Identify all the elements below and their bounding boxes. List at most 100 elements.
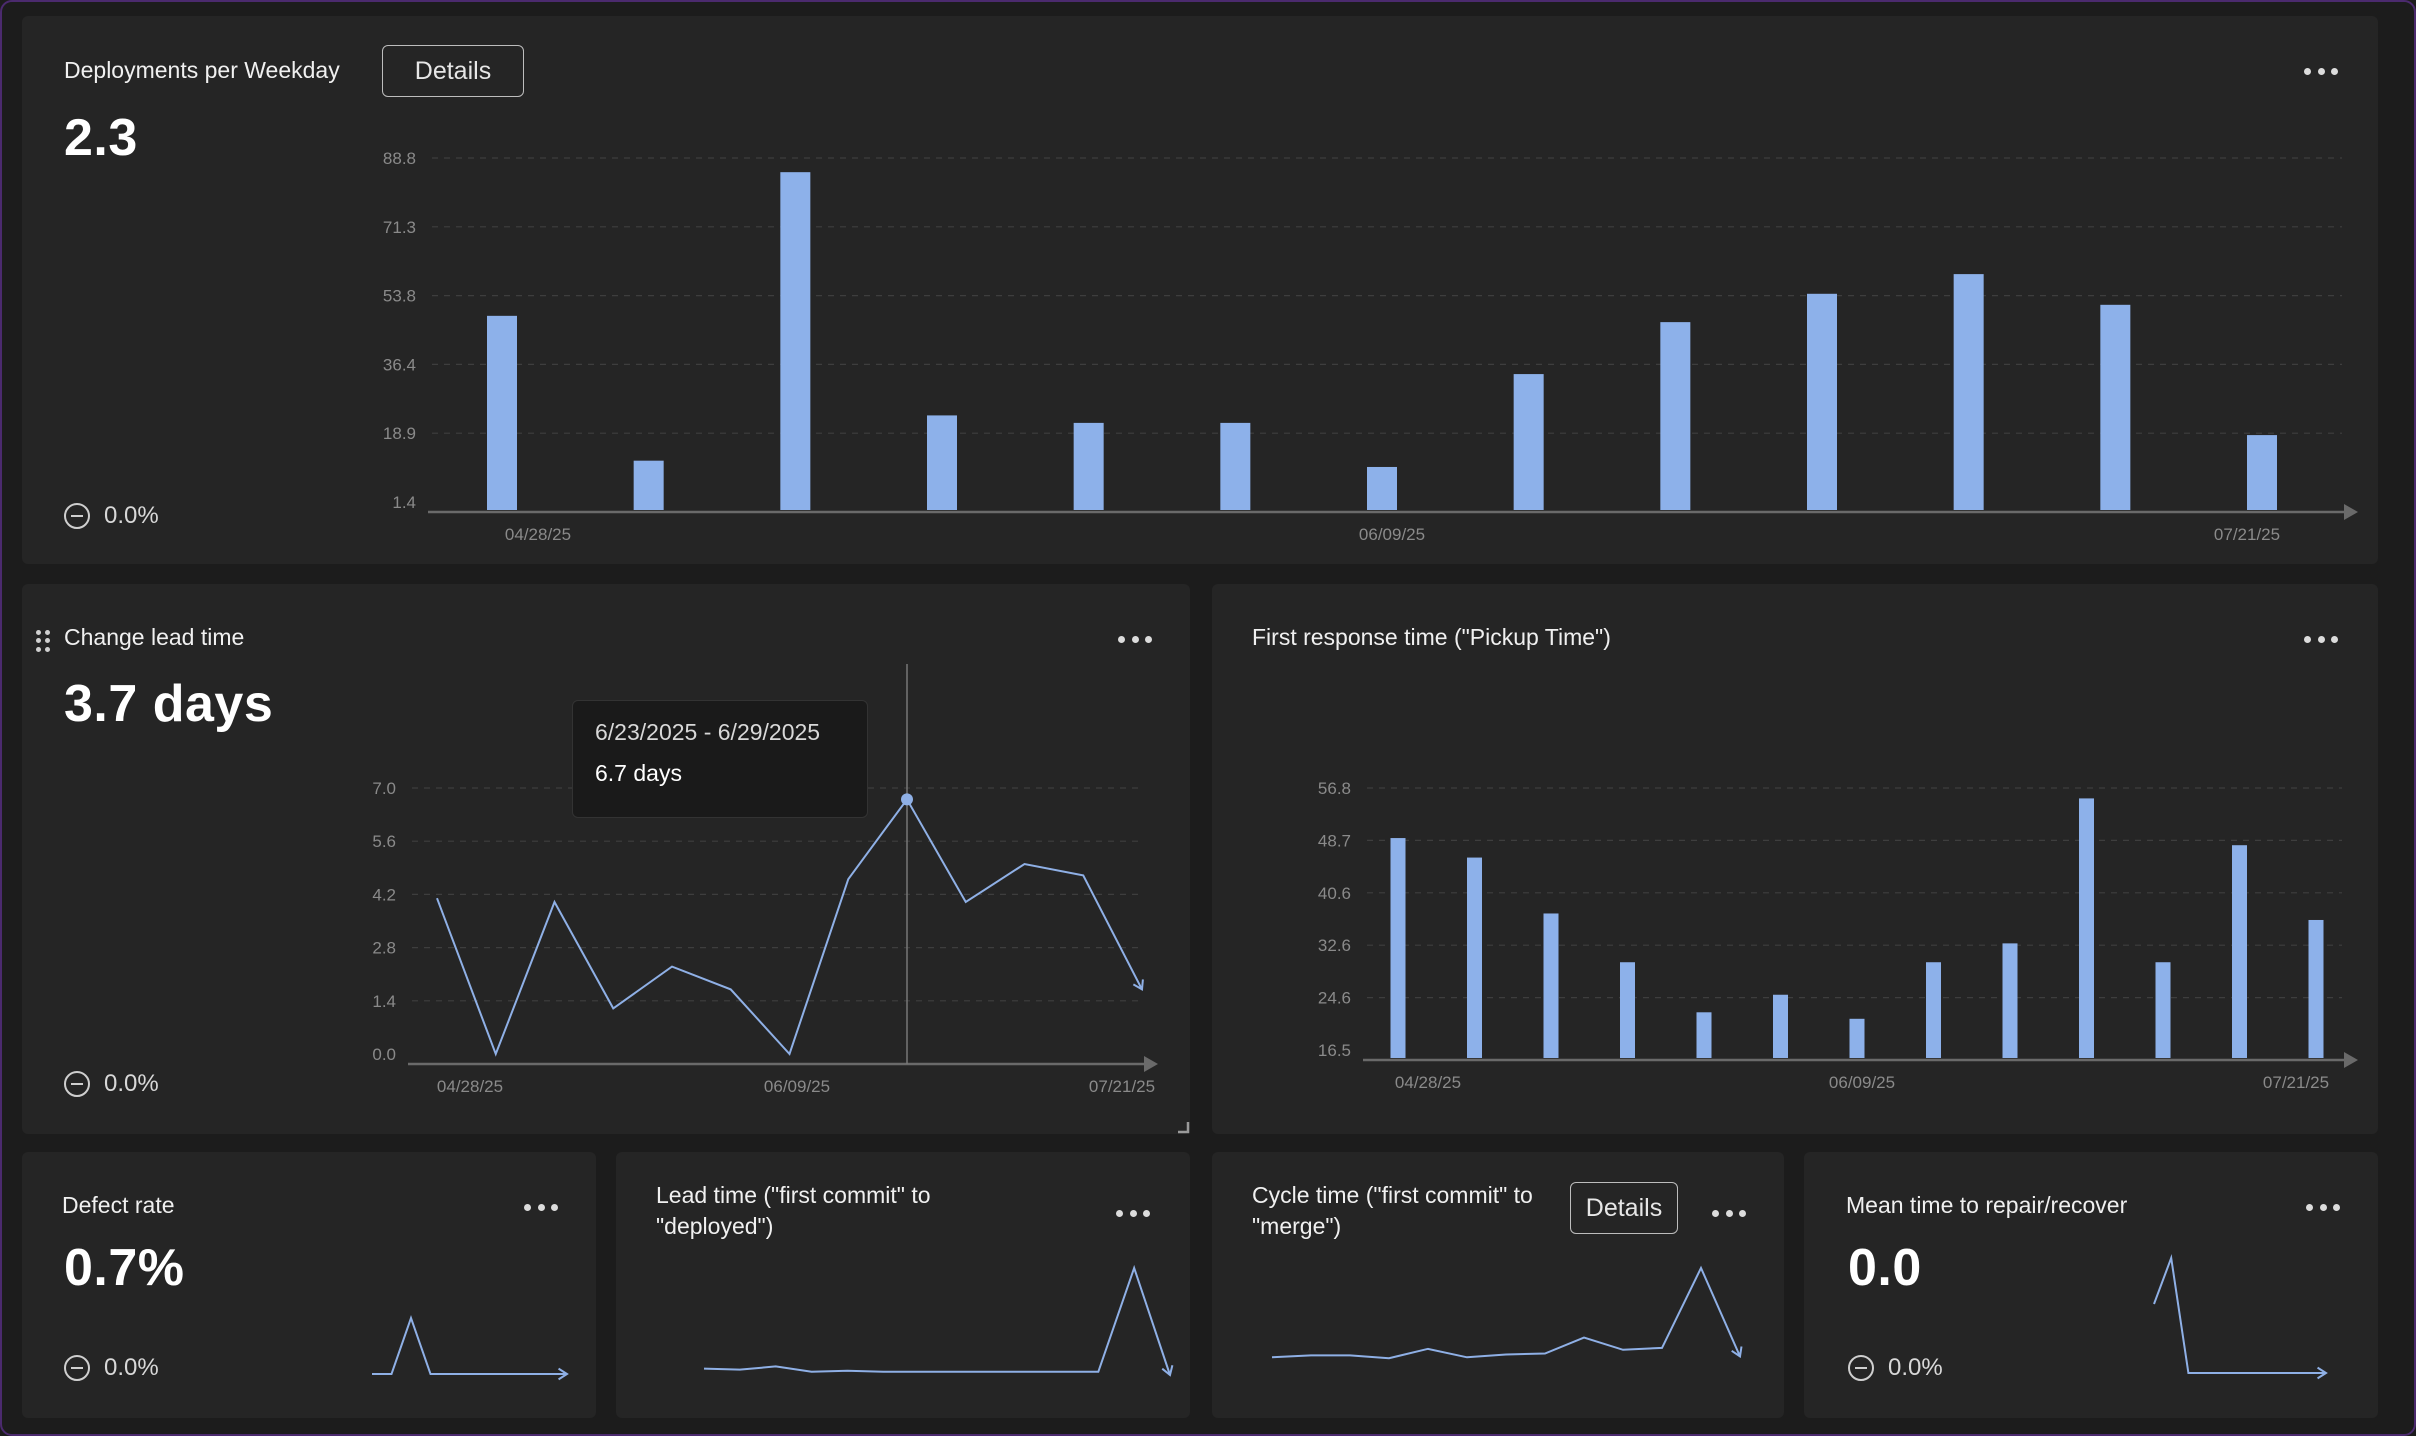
clt-y-tick: 1.4 xyxy=(372,992,396,1011)
frt-y-tick: 16.5 xyxy=(1318,1041,1351,1060)
clt-y-tick: 4.2 xyxy=(372,885,396,904)
cycle-time-more-icon[interactable] xyxy=(1712,1208,1746,1218)
lead-time-sparkline xyxy=(703,1264,1174,1377)
cycle-spark-end-arrow xyxy=(1731,1346,1743,1359)
lead-time-more-icon[interactable] xyxy=(1116,1208,1150,1218)
deployments-bar xyxy=(1807,293,1837,510)
frt-bar xyxy=(2308,919,2324,1058)
mttr-more-icon[interactable] xyxy=(2306,1202,2340,1212)
deployments-x-tick: 04/28/25 xyxy=(505,525,571,544)
lead-spark-line xyxy=(703,1264,1171,1376)
frt-bar xyxy=(1696,1012,1712,1058)
defect-spark-line xyxy=(372,1314,567,1375)
first-response-title: First response time ("Pickup Time") xyxy=(1252,624,1611,650)
deployments-y-tick: 88.8 xyxy=(383,149,416,168)
frt-bar xyxy=(1543,913,1559,1058)
defect-rate-delta: 0.0% xyxy=(64,1354,159,1382)
resize-corner-icon[interactable] xyxy=(1176,1120,1190,1134)
mttr-sparkline xyxy=(2153,1254,2328,1380)
frt-x-tick: 07/21/25 xyxy=(2263,1073,2329,1092)
deployments-y-tick: 53.8 xyxy=(383,287,416,306)
defect-rate-sparkline xyxy=(372,1314,569,1381)
deployments-bar xyxy=(633,460,664,510)
deployments-bar xyxy=(1220,422,1251,510)
minus-circle-icon xyxy=(64,503,90,529)
frt-bar xyxy=(1390,838,1406,1058)
clt-x-tick: 06/09/25 xyxy=(764,1077,830,1096)
change-lead-time-delta: 0.0% xyxy=(64,1070,159,1098)
clt-y-tick: 5.6 xyxy=(372,832,396,851)
deployments-delta-value: 0.0% xyxy=(104,502,159,529)
deployments-chart: 88.8 71.3 53.8 36.4 18.9 1.4 04/28/25 06/09/25 0… xyxy=(383,149,2358,544)
deployments-value: 2.3 xyxy=(64,109,138,167)
clt-x-tick: 07/21/25 xyxy=(1089,1077,1155,1096)
deployments-y-tick: 18.9 xyxy=(383,424,416,443)
deployments-more-icon[interactable] xyxy=(2304,66,2338,76)
deployments-bar xyxy=(1513,374,1544,510)
frt-bar xyxy=(2079,798,2094,1058)
drag-handle-icon[interactable] xyxy=(36,630,50,652)
deployments-bar xyxy=(1953,274,1984,510)
mttr-delta: 0.0% xyxy=(1848,1354,1943,1382)
clt-x-tick: 04/28/25 xyxy=(437,1077,503,1096)
defect-rate-value: 0.7% xyxy=(64,1239,185,1297)
change-lead-time-chart: 7.0 5.6 4.2 2.8 1.4 0.0 04/28/25 06/09/25 07/21/… xyxy=(372,664,1158,1096)
change-lead-time-title: Change lead time xyxy=(64,624,245,650)
deployments-details-button[interactable]: Details xyxy=(382,45,524,97)
lead-time-title: Lead time ("first commit" to "deployed") xyxy=(656,1182,931,1239)
change-lead-time-value: 3.7 days xyxy=(64,675,274,733)
deployments-x-tick: 06/09/25 xyxy=(1359,525,1425,544)
frt-y-tick: 24.6 xyxy=(1318,989,1351,1008)
deployments-bar xyxy=(780,172,811,510)
frt-bar xyxy=(1620,962,1635,1058)
frt-x-tick: 06/09/25 xyxy=(1829,1073,1895,1092)
frt-bar xyxy=(1849,1018,1865,1058)
change-lead-time-more-icon[interactable] xyxy=(1118,634,1152,644)
frt-y-tick: 40.6 xyxy=(1318,884,1351,903)
deployments-bar xyxy=(1660,322,1691,510)
tooltip-value: 6.7 days xyxy=(595,760,682,786)
defect-rate-card: Defect rate 0.7% 0.0% xyxy=(22,1152,596,1418)
frt-bar xyxy=(2002,943,2018,1058)
minus-circle-icon xyxy=(1848,1355,1874,1381)
deployments-title: Deployments per Weekday xyxy=(64,57,340,83)
clt-y-tick: 7.0 xyxy=(372,779,396,798)
frt-y-tick: 56.8 xyxy=(1318,779,1351,798)
tooltip-range: 6/23/2025 - 6/29/2025 xyxy=(595,719,821,745)
first-response-card: First response time ("Pickup Time") 56.8… xyxy=(1212,584,2378,1134)
cycle-spark-line xyxy=(1271,1265,1741,1360)
deployments-y-tick: 71.3 xyxy=(383,218,416,237)
deployments-bar xyxy=(2247,435,2277,510)
clt-highlight-point xyxy=(901,793,913,806)
frt-bar xyxy=(1773,994,1788,1058)
clt-series-line xyxy=(436,797,1143,1057)
mttr-card: Mean time to repair/recover 0.0 0.0% xyxy=(1804,1152,2378,1418)
deployments-bar xyxy=(2100,304,2131,510)
clt-axis-arrow xyxy=(1144,1056,1158,1072)
frt-bar xyxy=(1926,962,1941,1058)
frt-y-tick: 32.6 xyxy=(1318,936,1351,955)
lead-time-card: Lead time ("first commit" to "deployed") xyxy=(616,1152,1190,1418)
cycle-time-sparkline xyxy=(1271,1265,1743,1360)
first-response-more-icon[interactable] xyxy=(2304,634,2338,644)
cycle-time-title: Cycle time ("first commit" to "merge") xyxy=(1252,1182,1533,1239)
change-lead-time-delta-value: 0.0% xyxy=(104,1070,159,1097)
chart-tooltip: 6/23/2025 - 6/29/2025 6.7 days xyxy=(572,700,868,818)
frt-y-tick: 48.7 xyxy=(1318,831,1351,850)
defect-spark-end-arrow xyxy=(558,1367,569,1381)
first-response-chart: 56.8 48.7 40.6 32.6 24.6 16.5 04/28/25 06/09/25… xyxy=(1318,779,2358,1092)
frt-bar xyxy=(1467,857,1482,1058)
cycle-time-details-button[interactable]: Details xyxy=(1570,1182,1678,1234)
deployments-bar xyxy=(1367,466,1397,510)
deployments-axis-arrow xyxy=(2344,504,2358,520)
defect-rate-title: Defect rate xyxy=(62,1192,175,1218)
deployments-card: Deployments per Weekday Details 2.3 0.0%… xyxy=(22,16,2378,564)
defect-rate-delta-value: 0.0% xyxy=(104,1354,159,1381)
minus-circle-icon xyxy=(64,1355,90,1381)
deployments-delta: 0.0% xyxy=(64,502,159,530)
defect-rate-more-icon[interactable] xyxy=(524,1202,558,1212)
clt-line-end-arrow xyxy=(1132,979,1144,992)
frt-axis-arrow xyxy=(2344,1052,2358,1068)
deployments-y-tick: 1.4 xyxy=(392,493,416,512)
mttr-value: 0.0 xyxy=(1848,1239,1922,1297)
